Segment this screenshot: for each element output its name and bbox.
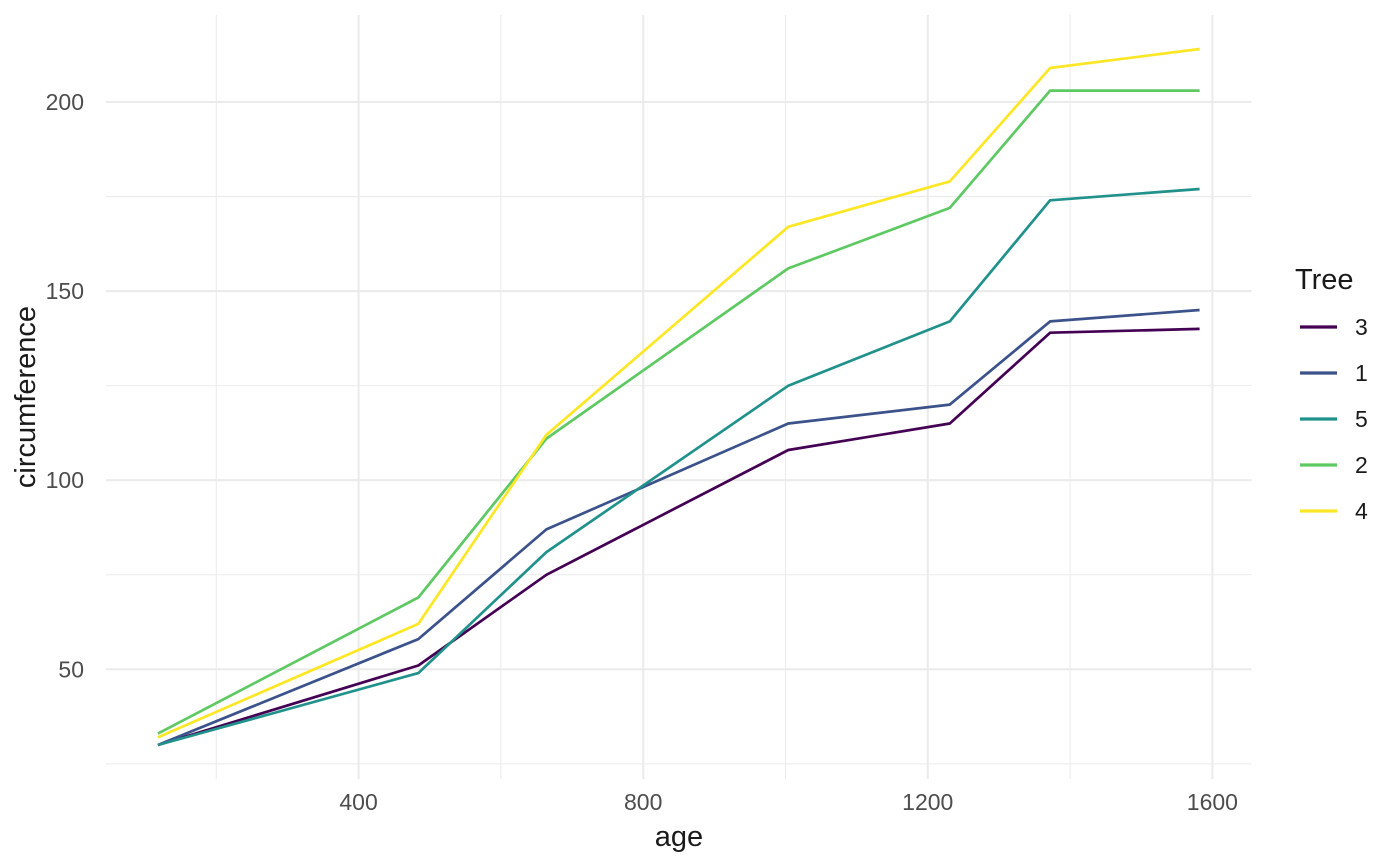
series-line-tree-1 [157,308,1200,747]
legend-item-label: 2 [1355,452,1368,478]
x-axis-tick-labels: 400 800 1200 1600 [339,789,1238,815]
legend-item-label: 1 [1355,360,1368,386]
legend-item-tree-3: 3 [1300,314,1368,340]
x-tick-label: 1200 [902,789,953,815]
legend-item-label: 5 [1355,406,1368,432]
series-line-tree-5 [157,187,1200,747]
series-line-tree-2 [157,89,1200,735]
legend-item-tree-4: 4 [1300,498,1368,524]
legend: Tree 3 1 5 2 4 [1295,264,1368,524]
legend-item-tree-2: 2 [1300,452,1368,478]
y-tick-label: 150 [46,278,84,304]
series-lines [157,47,1200,747]
x-tick-label: 400 [339,789,377,815]
legend-title: Tree [1295,264,1354,296]
grid-major [106,15,1252,779]
series-line-tree-3 [157,327,1200,747]
legend-item-tree-5: 5 [1300,406,1368,432]
legend-items: 3 1 5 2 4 [1300,314,1368,524]
grid-minor [106,15,1252,779]
x-axis-title: age [655,821,703,853]
legend-item-tree-1: 1 [1300,360,1368,386]
y-tick-label: 100 [46,467,84,493]
x-tick-label: 800 [624,789,662,815]
series-line-tree-4 [157,47,1200,739]
y-axis-tick-labels: 50 100 150 200 [46,89,84,682]
legend-item-label: 4 [1355,498,1368,524]
y-axis-title: circumference [10,306,42,488]
x-tick-label: 1600 [1187,789,1238,815]
legend-item-label: 3 [1355,314,1368,340]
y-tick-label: 200 [46,89,84,115]
y-tick-label: 50 [58,656,84,682]
